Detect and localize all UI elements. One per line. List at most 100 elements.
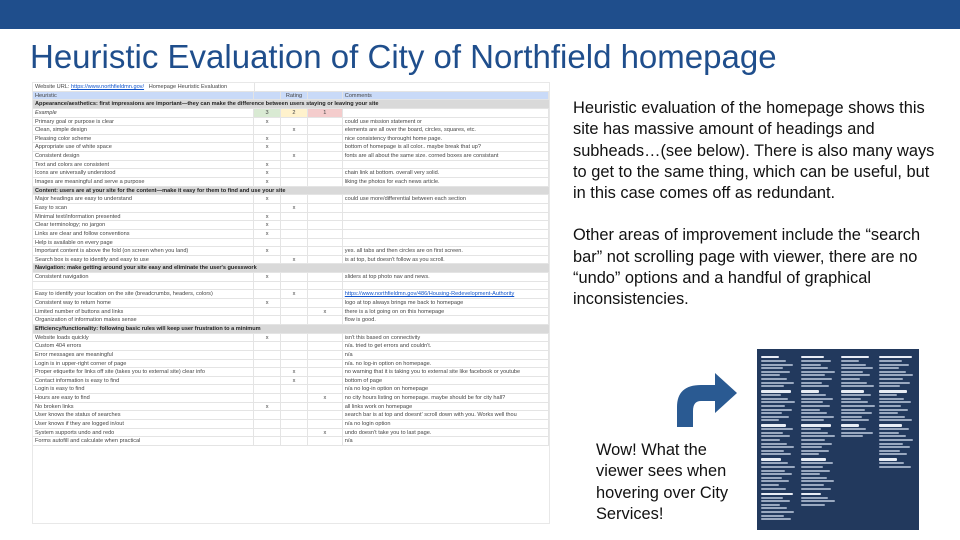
menu-item — [761, 466, 795, 468]
sheet-row: Limited number of buttons and links x ther… — [33, 307, 549, 317]
city-services-menu-screenshot — [757, 349, 919, 530]
rating-ok-cell — [281, 333, 308, 342]
sheet-section-row: Efficiency/functionality: following basi… — [33, 324, 549, 334]
menu-item — [841, 401, 868, 404]
comment-cell[interactable]: https://www.northfieldmn.gov/486/Housing… — [343, 290, 549, 299]
menu-item — [841, 359, 859, 362]
menu-item — [841, 404, 875, 407]
sheet-row: Easy to identify your location on the si… — [33, 290, 549, 300]
rating-ok-cell — [281, 350, 308, 359]
rating-good-cell: x — [254, 143, 282, 152]
criterion-cell: Help is available on every page — [33, 238, 255, 247]
rating-ok-cell: x — [281, 376, 308, 385]
sheet-row: Contact information is easy to find x bott… — [33, 376, 549, 386]
rating-good-cell — [254, 126, 282, 134]
rating-poor-cell — [308, 419, 343, 428]
menu-item — [761, 367, 783, 370]
menu-item — [801, 367, 828, 370]
section-title: Appearance/aesthetics: first impressions… — [35, 101, 379, 108]
rating-good-cell: x — [254, 178, 282, 186]
menu-item — [761, 500, 790, 503]
heuristic-spreadsheet: Website URL: https://www.northfieldmn.go… — [32, 82, 550, 524]
rating-good-cell: x — [254, 402, 282, 411]
menu-item — [761, 390, 791, 393]
rating-ok-cell — [281, 419, 308, 428]
menu-column — [841, 353, 881, 439]
header-comments: Comments — [343, 91, 549, 100]
menu-item — [879, 377, 903, 380]
menu-item — [761, 483, 779, 486]
menu-item — [761, 397, 788, 400]
menu-item — [761, 359, 786, 362]
menu-item — [879, 381, 910, 384]
rating-poor-cell — [308, 402, 343, 411]
criterion-cell: Error messages are meaningful — [33, 350, 255, 359]
menu-caption: Wow! What the viewer sees when hovering … — [596, 441, 729, 523]
sheet-row: Login is easy to find n/a no log-in optio… — [33, 385, 549, 395]
comment-cell — [343, 212, 549, 221]
rating-good-cell — [254, 419, 282, 428]
criterion-cell: Major headings are easy to understand — [33, 195, 255, 203]
rating-ok-cell — [281, 299, 308, 307]
menu-item — [761, 510, 794, 513]
rating-ok-cell: x — [281, 255, 308, 264]
comment-cell: bottom of page — [343, 376, 549, 385]
menu-item — [801, 503, 825, 506]
criterion-cell: Consistent design — [33, 152, 255, 160]
menu-item — [801, 374, 825, 377]
criterion-cell: Limited number of buttons and links — [33, 307, 255, 316]
menu-item — [841, 390, 864, 393]
menu-item — [761, 381, 794, 384]
menu-item — [801, 408, 820, 411]
menu-item — [801, 473, 820, 476]
menu-column — [801, 353, 841, 507]
sheet-section-row: Navigation: make getting around your sit… — [33, 264, 549, 274]
menu-item — [841, 363, 866, 366]
comment-cell — [343, 221, 549, 229]
sheet-row: Proper etiquette for links off site (tak… — [33, 368, 549, 377]
menu-item — [841, 381, 867, 384]
criterion-cell: Consistent navigation — [33, 273, 255, 281]
criterion-cell: Appropriate use of white space — [33, 143, 255, 152]
menu-item — [801, 483, 824, 486]
rating-ok-cell: 2 — [281, 108, 308, 117]
rating-poor-cell — [308, 143, 343, 152]
menu-item — [841, 385, 874, 388]
rating-good-cell: x — [254, 273, 282, 281]
rating-good-cell: x — [254, 229, 282, 238]
menu-item — [879, 397, 904, 400]
menu-item — [879, 453, 907, 456]
menu-item — [801, 428, 821, 431]
menu-item — [841, 370, 863, 373]
comment-cell: sliders at top photo nav and news. — [343, 273, 549, 281]
criterion-cell: Custom 404 errors — [33, 342, 255, 350]
comment-cell — [343, 229, 549, 238]
criterion-cell: Forms autofill and calculate when practi… — [33, 437, 255, 445]
menu-item — [761, 480, 789, 483]
criterion-cell: Images are meaningful and serve a purpos… — [33, 178, 255, 186]
criterion-cell: Easy to identify your location on the si… — [33, 290, 255, 299]
rating-poor-cell — [308, 342, 343, 350]
sheet-row: Error messages are meaningful n/a — [33, 350, 549, 360]
rating-good-cell — [254, 385, 282, 394]
menu-item — [879, 428, 909, 431]
menu-item — [761, 370, 790, 373]
menu-item — [801, 359, 831, 362]
rating-ok-cell — [281, 229, 308, 238]
comment-cell: elements are all over the board, circles… — [343, 126, 549, 134]
menu-item — [761, 518, 791, 521]
url-link[interactable]: https://www.northfieldmn.gov/ — [70, 84, 145, 90]
criterion-cell: Example — [33, 108, 255, 117]
rating-ok-cell: x — [281, 126, 308, 134]
comment-cell: chain link at bottom. overall very solid… — [343, 169, 549, 178]
menu-item — [761, 431, 783, 434]
rating-poor-cell — [308, 376, 343, 385]
menu-item — [801, 487, 831, 490]
rating-ok-cell — [281, 178, 308, 186]
menu-item — [801, 449, 829, 452]
sheet-row: Search box is easy to identify and easy … — [33, 255, 549, 265]
header-heuristic: Heuristic — [33, 91, 255, 100]
criterion-cell: Clean, simple design — [33, 126, 255, 134]
rating-good-cell: x — [254, 247, 282, 255]
rating-poor-cell — [308, 160, 343, 169]
